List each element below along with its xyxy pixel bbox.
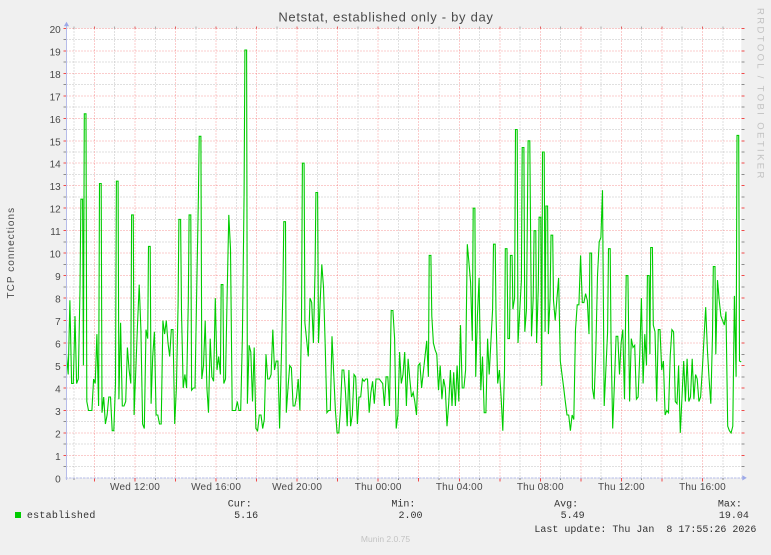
svg-text:0: 0	[55, 474, 61, 485]
svg-text:14: 14	[50, 160, 62, 171]
svg-text:Wed 12:00: Wed 12:00	[110, 482, 160, 493]
svg-text:Avg:: Avg:	[554, 499, 578, 510]
svg-text:established: established	[27, 510, 96, 522]
svg-text:Wed 20:00: Wed 20:00	[272, 482, 322, 493]
svg-text:Thu 08:00: Thu 08:00	[517, 482, 564, 493]
svg-text:4: 4	[55, 385, 61, 396]
svg-text:Thu 16:00: Thu 16:00	[679, 482, 726, 493]
svg-text:Max:: Max:	[718, 499, 742, 510]
svg-text:Min:: Min:	[391, 498, 415, 510]
svg-text:12: 12	[50, 205, 62, 216]
svg-text:13: 13	[50, 182, 62, 193]
svg-text:1: 1	[55, 452, 61, 463]
svg-text:Cur:: Cur:	[228, 499, 252, 510]
svg-text:20: 20	[50, 25, 62, 36]
svg-text:Last update: Thu Jan 8 17:55:: Last update: Thu Jan 8 17:55:26 2026	[534, 524, 756, 536]
svg-text:8: 8	[55, 295, 61, 306]
svg-text:5.49: 5.49	[561, 511, 585, 522]
svg-text:9: 9	[55, 272, 61, 283]
svg-text:11: 11	[50, 227, 61, 238]
svg-text:Netstat, established only - by: Netstat, established only - by day	[278, 10, 493, 25]
svg-text:19.04: 19.04	[719, 511, 749, 522]
svg-text:18: 18	[50, 70, 62, 81]
svg-text:2: 2	[55, 429, 61, 440]
svg-text:16: 16	[50, 115, 62, 126]
svg-text:Thu 12:00: Thu 12:00	[598, 482, 645, 493]
svg-text:TCP connections: TCP connections	[6, 207, 17, 299]
svg-text:19: 19	[50, 47, 62, 58]
svg-text:17: 17	[50, 92, 62, 103]
svg-text:Wed 16:00: Wed 16:00	[191, 482, 241, 493]
svg-text:2.00: 2.00	[398, 511, 422, 522]
svg-text:Thu 04:00: Thu 04:00	[436, 482, 483, 493]
svg-text:5: 5	[55, 362, 61, 373]
svg-text:10: 10	[50, 250, 62, 261]
svg-text:5.16: 5.16	[234, 511, 258, 522]
svg-text:15: 15	[50, 137, 62, 148]
svg-text:7: 7	[55, 317, 61, 328]
svg-text:6: 6	[55, 340, 61, 351]
svg-text:RRDTOOL / TOBI OETIKER: RRDTOOL / TOBI OETIKER	[755, 8, 766, 181]
svg-text:3: 3	[55, 407, 61, 418]
svg-text:Munin 2.0.75: Munin 2.0.75	[361, 534, 410, 544]
svg-text:Thu 00:00: Thu 00:00	[355, 482, 402, 493]
